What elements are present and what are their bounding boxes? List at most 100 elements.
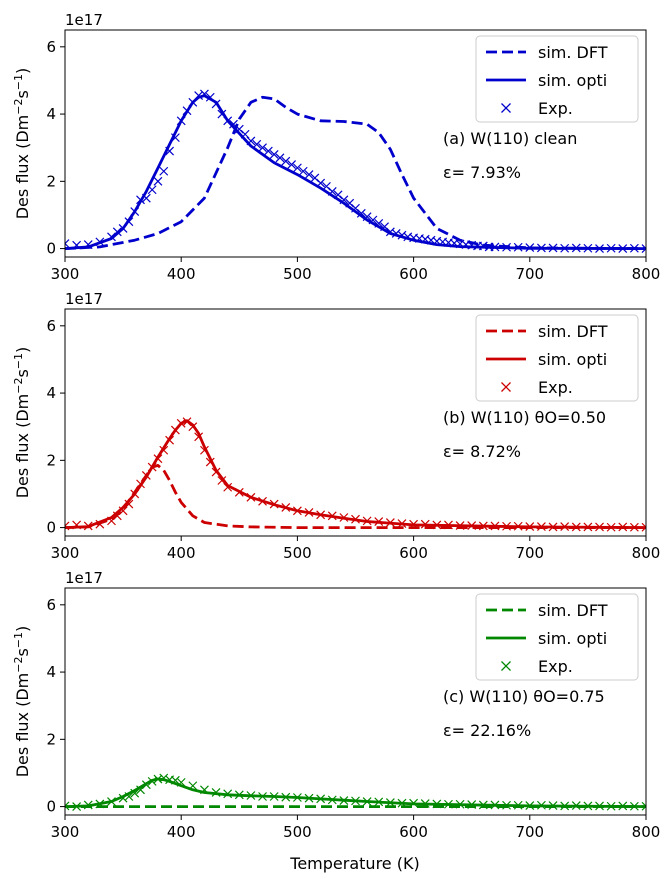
sim-opti-line (65, 777, 646, 808)
exp-marker (118, 793, 128, 803)
exp-marker (240, 129, 250, 139)
exp-marker (583, 522, 593, 532)
y-axis-label-part: s (13, 369, 32, 377)
exp-marker (595, 801, 604, 811)
x-tick-label: 700 (515, 544, 544, 562)
exp-marker (362, 212, 372, 222)
exp-marker (269, 150, 279, 159)
exp-marker (327, 795, 337, 805)
legend-label-exp: Exp. (538, 378, 573, 397)
exp-marker (130, 788, 140, 798)
exp-marker (159, 166, 169, 176)
exp-marker (304, 170, 314, 180)
exp-marker (211, 788, 221, 797)
exp-marker (223, 116, 233, 126)
exp-marker (560, 801, 570, 811)
x-tick-label: 700 (515, 265, 544, 283)
exp-marker (200, 89, 209, 99)
exp-marker (455, 521, 465, 530)
exp-marker (269, 499, 279, 509)
exp-marker (292, 163, 302, 173)
x-tick-label: 600 (399, 544, 428, 562)
exp-marker (490, 521, 500, 531)
exp-marker (200, 785, 209, 795)
y-tick-label: 2 (46, 451, 56, 469)
exp-marker (525, 522, 535, 532)
exp-marker (316, 178, 326, 188)
y-axis-label-part: s (13, 90, 32, 98)
exp-marker (536, 800, 546, 810)
exp-marker (362, 516, 372, 526)
exp-marker (513, 521, 523, 531)
error-label: ε= 22.16% (443, 721, 531, 740)
exp-marker (281, 792, 291, 802)
exp-marker (444, 799, 453, 809)
exp-marker (368, 215, 378, 225)
exp-marker (397, 230, 407, 240)
exp-marker (374, 218, 384, 228)
exp-marker (560, 522, 570, 532)
y-axis-label-part: −2 (12, 378, 25, 394)
error-label: ε= 7.93% (443, 163, 521, 182)
exp-marker (548, 801, 558, 811)
exp-marker (455, 799, 465, 809)
exp-marker (205, 92, 215, 102)
exp-marker (409, 519, 419, 529)
exp-marker (65, 521, 70, 531)
sim-dft-line (65, 95, 646, 250)
exp-marker (223, 482, 233, 492)
panel-label: (a) W(110) clean (443, 129, 577, 148)
exp-marker (339, 195, 349, 205)
exp-marker (124, 499, 134, 509)
exp-marker (136, 479, 145, 489)
exp-marker (444, 520, 453, 530)
exp-marker (595, 522, 604, 532)
exp-marker (136, 195, 145, 205)
exp-marker (95, 519, 105, 529)
exp-marker (374, 517, 384, 526)
exp-marker (536, 243, 546, 253)
exp-marker (182, 106, 192, 116)
exp-marker (536, 522, 546, 532)
x-tick-label: 800 (632, 823, 661, 841)
exp-marker (194, 432, 204, 442)
exp-marker (397, 798, 407, 808)
legend: sim. DFT sim. opti Exp. (475, 593, 639, 681)
y-tick-label: 4 (46, 663, 56, 681)
y-axis-label-part: −1 (12, 353, 25, 369)
y-axis-label-part: −2 (12, 657, 25, 673)
legend-label-dft: sim. DFT (538, 43, 608, 62)
panel-2: 300 400 500 600 700 800 0 2 4 6 1e17 Des flux (Dm−2… (12, 569, 660, 841)
exp-marker (211, 467, 221, 477)
y-tick-label: 0 (46, 519, 56, 537)
exp-marker (327, 186, 337, 196)
exp-marker (194, 91, 204, 101)
x-tick-label: 600 (399, 823, 428, 841)
exp-marker (176, 116, 186, 126)
panel-label: (b) W(110) θO=0.50 (443, 408, 606, 427)
exp-marker (269, 792, 279, 801)
exp-marker (165, 146, 175, 156)
x-tick-label: 600 (399, 265, 428, 283)
exp-marker (478, 521, 488, 531)
exp-marker (513, 800, 523, 810)
y-axis-label-part: Des flux (Dm (13, 394, 32, 499)
exp-marker (571, 801, 581, 811)
exp-marker (124, 792, 134, 801)
exp-marker (165, 435, 175, 445)
exp-marker (258, 143, 267, 153)
x-tick-label: 700 (515, 823, 544, 841)
exp-marker (281, 156, 291, 166)
exp-marker (65, 239, 70, 248)
plot-area (65, 417, 646, 532)
exp-marker (258, 496, 267, 506)
y-tick-label: 0 (46, 798, 56, 816)
exp-marker (153, 176, 163, 186)
exp-marker (234, 487, 244, 497)
exp-marker (83, 800, 93, 810)
exp-marker (223, 789, 233, 799)
y-tick-label: 4 (46, 384, 56, 402)
exp-marker (385, 798, 395, 807)
exp-marker (292, 793, 302, 802)
exp-marker (339, 796, 349, 805)
